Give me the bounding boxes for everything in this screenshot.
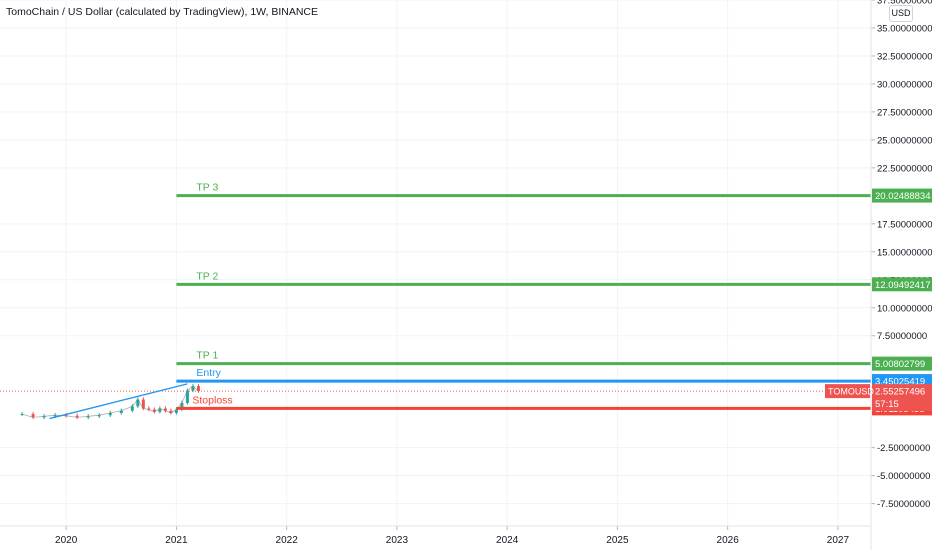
x-tick-label: 2023 bbox=[386, 535, 409, 546]
level-lines[interactable]: TP 3 TP 2 TP 1 Entry Stoploss bbox=[176, 182, 871, 410]
price-series[interactable] bbox=[0, 383, 871, 420]
y-tick-label: 7.50000000 bbox=[877, 331, 927, 342]
current-price-label: 2.55257496 bbox=[875, 387, 925, 398]
y-tick-label: 35.00000000 bbox=[877, 23, 932, 34]
level-label-stoploss: Stoploss bbox=[192, 394, 232, 406]
candle-body bbox=[147, 408, 151, 410]
candle-body bbox=[136, 399, 140, 407]
price-axis[interactable]: 37.50000000 35.00000000 32.50000000 30.0000… bbox=[870, 0, 932, 550]
candle-body bbox=[196, 386, 200, 392]
y-tick-label: -2.50000000 bbox=[877, 443, 930, 454]
y-tick-label: -7.50000000 bbox=[877, 499, 930, 510]
y-tick-label: 17.50000000 bbox=[877, 219, 932, 230]
y-tick-label: 30.00000000 bbox=[877, 79, 932, 90]
candle-body bbox=[53, 415, 57, 417]
candle-body bbox=[163, 408, 167, 411]
trendline-segment bbox=[49, 383, 188, 420]
candle-body bbox=[141, 399, 145, 409]
x-tick-label: 2027 bbox=[827, 535, 850, 546]
chart-title: TomoChain / US Dollar (calculated by Tra… bbox=[6, 6, 319, 18]
current-price-box bbox=[872, 384, 932, 412]
candle-body bbox=[174, 409, 178, 413]
candle-body bbox=[185, 390, 189, 403]
y-tick-label: 32.50000000 bbox=[877, 51, 932, 62]
level-price-label: 5.00802799 bbox=[875, 359, 925, 370]
candle-body bbox=[180, 402, 184, 410]
y-tick-label: 27.50000000 bbox=[877, 107, 932, 118]
x-tick-label: 2021 bbox=[165, 535, 188, 546]
level-label-tp-2: TP 2 bbox=[196, 270, 218, 282]
level-price-label: 12.09492417 bbox=[875, 280, 930, 291]
candle-body bbox=[119, 410, 123, 413]
candle-body bbox=[158, 408, 162, 412]
grid bbox=[0, 0, 871, 526]
countdown-label: 57:15 bbox=[875, 399, 899, 410]
level-price-label: 3.45025419 bbox=[875, 377, 925, 388]
level-label-tp-3: TP 3 bbox=[196, 182, 218, 194]
level-label-tp-1: TP 1 bbox=[196, 350, 218, 362]
x-tick-label: 2022 bbox=[276, 535, 299, 546]
y-tick-label: -5.00000000 bbox=[877, 471, 930, 482]
axis-price-labels: 20.02488834 12.09492417 5.00802799 3.450254… bbox=[825, 188, 932, 416]
candle-body bbox=[42, 416, 46, 418]
time-axis[interactable]: 2020 2021 2022 2023 2024 2025 2026 2027 bbox=[0, 525, 871, 546]
y-tick-label: 37.50000000 bbox=[877, 0, 932, 7]
level-price-box bbox=[872, 188, 932, 203]
x-tick-label: 2026 bbox=[717, 535, 740, 546]
x-tick-label: 2025 bbox=[606, 535, 629, 546]
candle-body bbox=[169, 410, 173, 413]
y-tick-label: 25.00000000 bbox=[877, 135, 932, 146]
candle-body bbox=[97, 415, 101, 417]
candle-body bbox=[20, 414, 24, 416]
candle-body bbox=[130, 406, 134, 411]
x-tick-label: 2024 bbox=[496, 535, 519, 546]
trendline[interactable] bbox=[49, 383, 188, 420]
y-tick-label: 15.00000000 bbox=[877, 247, 932, 258]
candle-body bbox=[75, 415, 79, 418]
y-tick-label: 22.50000000 bbox=[877, 163, 932, 174]
y-tick-label: 10.00000000 bbox=[877, 303, 932, 314]
candle-body bbox=[86, 416, 90, 418]
candle-body bbox=[152, 409, 156, 412]
candle-body bbox=[31, 414, 35, 418]
currency-button[interactable]: USD bbox=[889, 5, 913, 22]
level-label-entry: Entry bbox=[196, 367, 221, 379]
candle-body bbox=[108, 412, 112, 416]
x-tick-label: 2020 bbox=[55, 535, 78, 546]
level-price-box bbox=[872, 356, 932, 371]
symbol-tag-label: TOMOUSD bbox=[828, 387, 874, 397]
symbol-tag-box bbox=[825, 384, 870, 399]
candle-body bbox=[191, 386, 195, 391]
level-price-box bbox=[872, 277, 932, 292]
level-price-label: 20.02488834 bbox=[875, 191, 930, 202]
